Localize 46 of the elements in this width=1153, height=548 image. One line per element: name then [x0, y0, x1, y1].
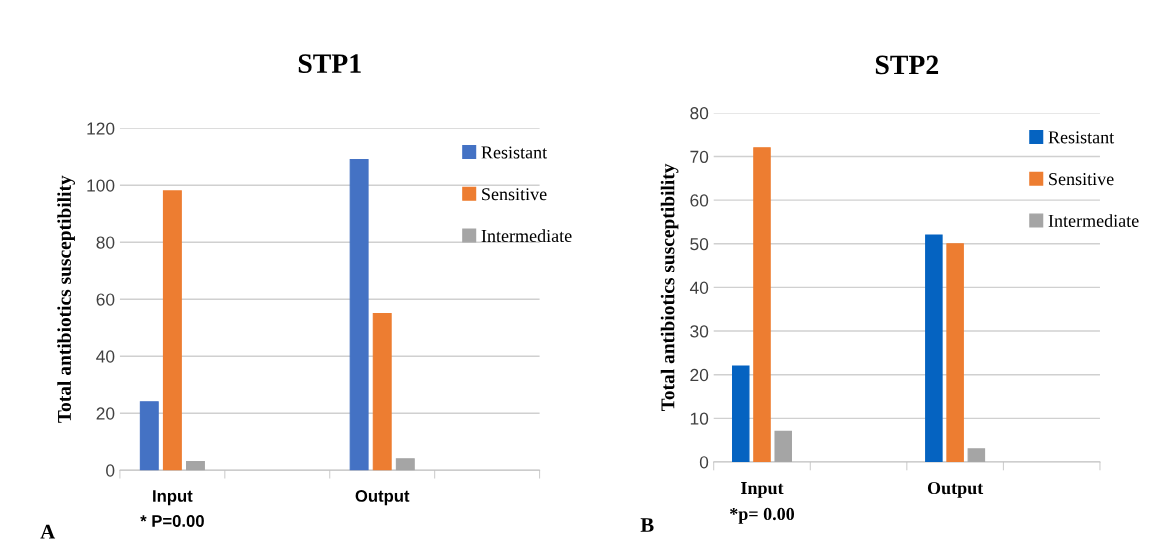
text: * P=0.00 — [140, 515, 204, 527]
y-tick-label: 0 — [106, 464, 115, 477]
bar — [349, 159, 369, 471]
text: B — [640, 518, 654, 532]
y-tick-label: 20 — [690, 368, 709, 382]
bar — [967, 448, 986, 462]
y-tick-label: 0 — [699, 456, 709, 469]
legend-label: Sensitive — [1049, 173, 1114, 186]
legend-label: Intermediate — [1048, 214, 1139, 227]
y-tick-label: 80 — [96, 236, 115, 249]
bar — [774, 430, 792, 462]
y-tick-label: 60 — [96, 293, 115, 306]
bar — [395, 458, 415, 471]
y-tick-label: 40 — [689, 281, 709, 294]
y-tick-label: 20 — [96, 407, 115, 420]
y-tick-label: 60 — [690, 194, 709, 207]
legend-label: Sensitive — [482, 188, 547, 201]
x-tick-label: Output — [927, 481, 984, 498]
bar — [753, 147, 771, 462]
y-tick-label: 80 — [690, 107, 709, 120]
text: A — [40, 524, 56, 539]
chart-title: STP2 — [875, 55, 939, 75]
y-tick-label: 120 — [87, 122, 115, 135]
bar — [139, 401, 159, 471]
x-tick-label: Input — [153, 490, 193, 506]
x-tick-label: Output — [355, 490, 410, 506]
bar — [372, 312, 392, 471]
bar — [925, 234, 943, 462]
text: *p= 0.00 — [730, 507, 795, 524]
bar — [162, 190, 182, 471]
y-tick-label: 30 — [690, 325, 709, 338]
x-tick-label: Input — [741, 482, 784, 498]
y-tick-label: 100 — [87, 179, 115, 192]
y-tick-label: 70 — [690, 150, 709, 163]
y-tick-label: 50 — [690, 237, 709, 251]
y-tick-label: 40 — [96, 350, 115, 363]
legend-label: Resistant — [1048, 131, 1115, 144]
y-axis-title: Total antibiotics susceptibility — [57, 175, 75, 423]
chart-title: STP1 — [298, 54, 361, 73]
legend-label: Resistant — [481, 146, 548, 159]
bar — [946, 243, 964, 462]
y-axis-title: Total antibiotics susceptibility — [660, 163, 679, 412]
bar — [185, 461, 205, 471]
y-tick-label: 10 — [690, 412, 709, 425]
legend-label: Intermediate — [481, 229, 572, 243]
bar — [731, 365, 750, 462]
